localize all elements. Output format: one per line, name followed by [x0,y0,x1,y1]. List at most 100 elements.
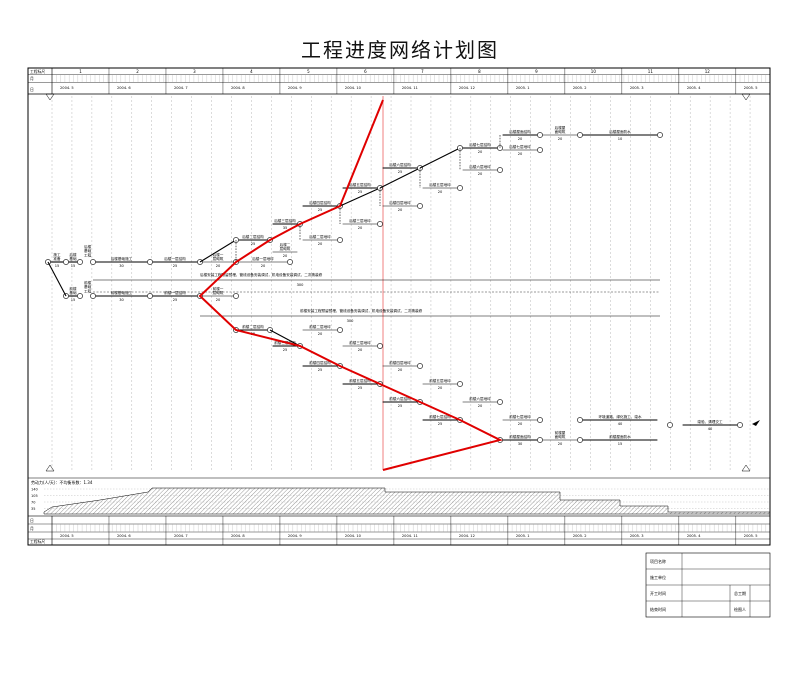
task-duration: 30 [119,298,124,302]
labor-y-tick: 140 [31,488,38,492]
task-label: 前楼一 [213,286,224,291]
task-label: 前楼四层结构 [309,360,331,365]
activity-arrow [419,147,461,169]
month-label: 2004. 12 [459,86,475,90]
month-label: 2005. 4 [687,86,701,90]
event-node [287,259,293,265]
month-number: 3 [193,69,196,74]
task-label: 施工 [53,252,61,257]
month-label: 2004. 6 [117,86,131,90]
task-label: 后楼三层地坪 [349,218,371,223]
event-node [577,417,583,423]
task-label: 层砌筑 [280,246,291,251]
activity-arrow [269,329,301,347]
task-duration: 20 [261,264,266,268]
month-label: 2004. 8 [231,534,245,538]
task-duration: 15 [618,442,623,446]
footer-row-label: 工程标尺 [30,539,45,544]
month-label: 2004. 5 [60,86,74,90]
event-node [233,293,239,299]
event-node [337,327,343,333]
activity-arrow [379,167,421,189]
activity-arrow [199,239,237,263]
task-label: 基础 [69,290,77,295]
labor-caption: 劳动力(人/天)：不均衡系数：1.34 [31,479,93,485]
month-label: 2005. 5 [744,534,758,538]
month-label: 2004. 10 [345,534,362,538]
footer-band [27,515,771,546]
event-node [457,381,463,387]
event-node [657,132,663,138]
month-label: 2004. 10 [345,86,362,90]
month-label: 2004. 6 [117,534,131,538]
task-label: 后楼基础施工 [111,256,133,261]
task-label: 后楼六层结构 [389,162,411,167]
event-node [77,259,83,265]
month-number: 2 [136,69,139,74]
month-label: 2005. 1 [516,534,530,538]
info-key: 结束时间 [650,606,666,612]
month-label: 2005. 2 [573,86,587,90]
task-label: 前楼七层地坪 [509,414,531,419]
task-label: 基础 [84,284,92,289]
task-duration: 20 [558,442,563,446]
task-duration: 20 [438,386,443,390]
task-label: 前楼四层地坪 [389,360,411,365]
task-label: 后楼一 [213,252,224,257]
activity-arrow [47,261,67,297]
month-number: 6 [364,69,367,74]
task-duration: 40 [618,422,623,426]
task-label: 前楼七层结构 [429,414,451,419]
task-label: 后楼一层结构 [164,256,186,261]
month-label: 2004. 5 [60,534,74,538]
event-node [537,417,543,423]
event-node [147,293,153,299]
task-label: 层砌筑 [213,256,224,261]
event-node [577,437,583,443]
task-label: 后楼二层地坪 [309,234,331,239]
task-label: 前楼一层结构 [164,290,186,295]
task-duration: 20 [518,152,523,156]
month-label: 2005. 5 [744,86,758,90]
month-label: 2004. 7 [174,86,188,90]
labor-y-tick: 70 [31,501,35,505]
task-duration: 20 [558,137,563,141]
info-key: 开工时间 [650,590,666,596]
info-key: 施工单位 [650,574,666,580]
task-label: 前楼二层结构 [242,324,264,329]
month-number: 5 [307,69,310,74]
start-marker [741,93,751,101]
task-label: 前楼五层结构 [349,378,371,383]
task-duration: 300 [347,319,355,323]
task-label: 前楼屋 [555,430,566,435]
event-node [77,293,83,299]
task-label: 前楼 [69,286,77,291]
task-label: 前楼屋面结构 [509,434,531,439]
task-duration: 20 [398,368,403,372]
info-key: 绘图人 [734,606,746,612]
task-label: 后楼二层结构 [242,234,264,239]
task-label: 后楼七层地坪 [509,144,531,149]
info-key: 总工期 [734,590,746,596]
task-label: 面砌筑 [555,434,566,439]
event-node [667,422,673,428]
month-label: 2005. 1 [516,86,530,90]
task-label: 后楼 [69,252,77,257]
task-duration: 25 [358,190,363,194]
task-duration: 25 [173,298,178,302]
task-duration: 20 [216,264,221,268]
event-node [537,132,543,138]
task-label: 前楼安装工程预留预埋，管线设备安装调试，机电设备安装调试，二次精装修 [300,308,423,313]
task-duration: 25 [283,348,288,352]
task-label: 后楼四层结构 [309,200,331,205]
header-row-label: 月 [30,76,34,81]
labor-y-tick: 35 [31,507,35,511]
task-duration: 10 [618,137,623,141]
event-node [457,185,463,191]
task-label: 后楼安装工程预留预埋，管线设备安装调试，机电设备安装调试，二次精装修 [200,272,323,277]
task-duration: 20 [398,208,403,212]
task-label: 准备 [53,256,61,261]
month-label: 2004. 7 [174,534,188,538]
month-label: 2004. 9 [288,86,302,90]
